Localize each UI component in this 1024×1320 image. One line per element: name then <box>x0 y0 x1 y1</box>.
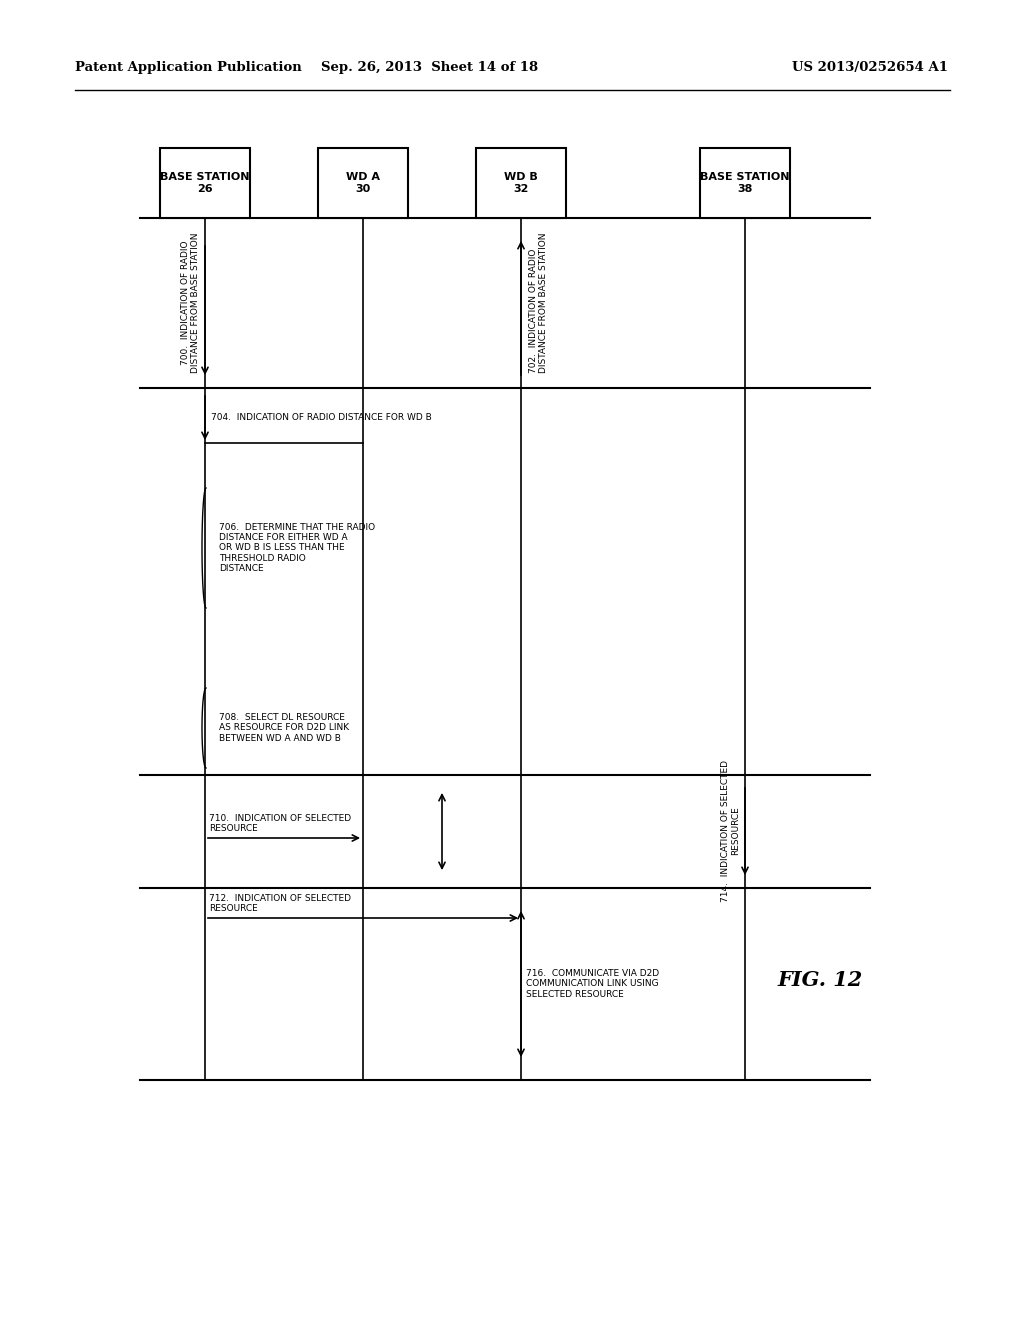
Text: 706.  DETERMINE THAT THE RADIO
DISTANCE FOR EITHER WD A
OR WD B IS LESS THAN THE: 706. DETERMINE THAT THE RADIO DISTANCE F… <box>219 523 375 573</box>
Text: 708.  SELECT DL RESOURCE
AS RESOURCE FOR D2D LINK
BETWEEN WD A AND WD B: 708. SELECT DL RESOURCE AS RESOURCE FOR … <box>219 713 349 743</box>
Bar <box>700 148 790 218</box>
Text: WD A
30: WD A 30 <box>346 172 380 194</box>
Bar <box>160 148 250 218</box>
Text: 702.  INDICATION OF RADIO
DISTANCE FROM BASE STATION: 702. INDICATION OF RADIO DISTANCE FROM B… <box>529 232 549 374</box>
Text: 700.  INDICATION OF RADIO
DISTANCE FROM BASE STATION: 700. INDICATION OF RADIO DISTANCE FROM B… <box>180 232 200 374</box>
Text: 716.  COMMUNICATE VIA D2D
COMMUNICATION LINK USING
SELECTED RESOURCE: 716. COMMUNICATE VIA D2D COMMUNICATION L… <box>526 969 659 999</box>
Text: Sep. 26, 2013  Sheet 14 of 18: Sep. 26, 2013 Sheet 14 of 18 <box>322 62 539 74</box>
Bar <box>476 148 566 218</box>
Text: 712.  INDICATION OF SELECTED
RESOURCE: 712. INDICATION OF SELECTED RESOURCE <box>209 894 351 913</box>
Text: US 2013/0252654 A1: US 2013/0252654 A1 <box>792 62 948 74</box>
Text: Patent Application Publication: Patent Application Publication <box>75 62 302 74</box>
Text: WD B
32: WD B 32 <box>504 172 538 194</box>
Text: BASE STATION
38: BASE STATION 38 <box>700 172 790 194</box>
Bar <box>318 148 408 218</box>
Text: 714.  INDICATION OF SELECTED
RESOURCE: 714. INDICATION OF SELECTED RESOURCE <box>721 760 740 902</box>
Text: 710.  INDICATION OF SELECTED
RESOURCE: 710. INDICATION OF SELECTED RESOURCE <box>209 813 351 833</box>
Text: 704.  INDICATION OF RADIO DISTANCE FOR WD B: 704. INDICATION OF RADIO DISTANCE FOR WD… <box>211 413 432 422</box>
Text: BASE STATION
26: BASE STATION 26 <box>160 172 250 194</box>
Text: FIG. 12: FIG. 12 <box>777 970 862 990</box>
